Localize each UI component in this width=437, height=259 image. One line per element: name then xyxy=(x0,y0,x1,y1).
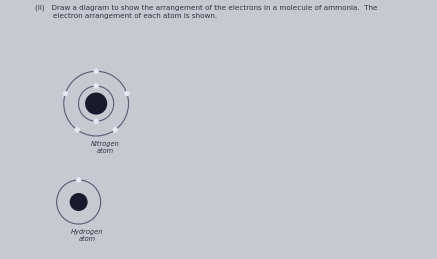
Text: Nitrogen
atom: Nitrogen atom xyxy=(90,141,119,154)
Circle shape xyxy=(63,91,68,96)
Text: Hydrogen
atom: Hydrogen atom xyxy=(71,229,104,242)
Circle shape xyxy=(94,69,98,74)
Text: (ii)   Draw a diagram to show the arrangement of the electrons in a molecule of : (ii) Draw a diagram to show the arrangem… xyxy=(35,4,378,11)
Circle shape xyxy=(94,119,98,124)
Circle shape xyxy=(113,127,118,132)
Circle shape xyxy=(125,91,129,96)
Text: electron arrangement of each atom is shown.: electron arrangement of each atom is sho… xyxy=(35,13,217,19)
Circle shape xyxy=(75,127,80,132)
Circle shape xyxy=(70,194,87,210)
Circle shape xyxy=(94,84,98,88)
Circle shape xyxy=(86,93,107,114)
Circle shape xyxy=(76,178,81,182)
